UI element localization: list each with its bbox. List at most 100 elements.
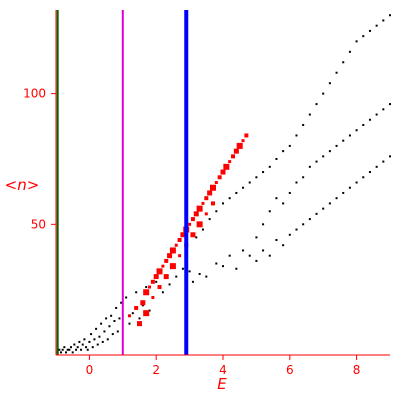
- highlighted-data-point: [196, 221, 203, 228]
- data-point: [106, 338, 109, 341]
- x-tick-label: 2: [152, 363, 160, 377]
- data-point: [135, 291, 138, 294]
- data-point: [198, 272, 201, 275]
- highlighted-data-point: [161, 264, 165, 268]
- data-point: [78, 340, 81, 343]
- x-tick-label: 8: [353, 363, 361, 377]
- highlighted-data-point: [127, 314, 131, 318]
- data-point: [242, 249, 245, 252]
- data-point: [141, 304, 144, 307]
- highlighted-data-point: [223, 163, 230, 170]
- data-point: [315, 160, 318, 163]
- data-point: [375, 165, 378, 168]
- y-tick-label: 100: [23, 87, 46, 101]
- data-point: [215, 262, 218, 265]
- axes: 0 2 4 6 8 50 100: [23, 10, 390, 377]
- data-point: [98, 335, 101, 338]
- data-point: [275, 197, 278, 200]
- data-point: [362, 176, 365, 179]
- data-point: [282, 244, 285, 247]
- highlighted-data-point: [204, 196, 209, 201]
- data-point: [116, 330, 119, 333]
- data-point: [66, 348, 69, 351]
- highlighted-data-point: [241, 139, 245, 143]
- data-point: [81, 343, 84, 346]
- highlighted-data-point: [174, 243, 178, 247]
- data-point: [342, 191, 345, 194]
- data-point: [315, 212, 318, 215]
- data-point: [120, 301, 123, 304]
- data-point: [295, 181, 298, 184]
- highlighted-data-point: [228, 160, 232, 164]
- highlighted-data-point: [148, 285, 152, 289]
- data-point: [60, 351, 63, 354]
- data-point: [328, 82, 331, 85]
- highlighted-data-point: [156, 268, 163, 275]
- data-point: [76, 346, 79, 349]
- data-point: [268, 165, 271, 168]
- data-point: [105, 317, 108, 320]
- highlighted-data-point: [167, 253, 173, 259]
- data-point: [355, 40, 358, 43]
- data-point: [268, 210, 271, 213]
- highlighted-data-point: [210, 201, 215, 206]
- data-point: [275, 239, 278, 241]
- highlighted-data-point: [151, 296, 155, 299]
- highlighted-data-point: [157, 285, 162, 290]
- x-tick-label: 6: [286, 363, 294, 377]
- data-point: [348, 186, 351, 189]
- data-point: [131, 312, 134, 315]
- data-point: [108, 325, 111, 328]
- data-point: [382, 160, 385, 163]
- data-point: [368, 118, 371, 121]
- data-point: [138, 317, 141, 320]
- x-axis-title: E: [217, 375, 227, 393]
- data-point: [125, 296, 128, 299]
- data-point: [368, 171, 371, 174]
- data-point: [335, 197, 338, 200]
- data-point: [335, 144, 338, 147]
- highlighted-data-point: [190, 217, 195, 222]
- highlighted-data-point: [233, 148, 239, 154]
- highlighted-data-point: [143, 310, 150, 317]
- data-point: [308, 218, 311, 221]
- data-point: [181, 267, 184, 270]
- data-point: [255, 236, 258, 239]
- data-point: [100, 322, 103, 325]
- data-point: [308, 113, 311, 116]
- highlighted-data-point: [217, 175, 222, 180]
- data-point: [71, 351, 74, 354]
- background-points: [56, 14, 391, 354]
- highlighted-data-point: [244, 133, 249, 138]
- data-point: [375, 24, 378, 27]
- vertical-reference-lines: [56, 10, 189, 355]
- data-point: [201, 228, 204, 231]
- data-point: [235, 267, 238, 270]
- highlighted-data-point: [204, 212, 208, 216]
- highlighted-data-point: [177, 238, 182, 242]
- highlighted-points: [127, 133, 249, 327]
- highlighted-data-point: [231, 154, 236, 159]
- data-point: [255, 259, 258, 262]
- data-point: [228, 197, 231, 200]
- data-point: [208, 218, 211, 221]
- data-point: [382, 19, 385, 22]
- data-point: [86, 348, 89, 351]
- data-point: [175, 275, 178, 278]
- data-point: [328, 202, 331, 205]
- data-point: [295, 228, 298, 231]
- highlighted-data-point: [164, 258, 169, 263]
- data-point: [70, 346, 73, 349]
- data-point: [348, 50, 351, 53]
- highlighted-data-point: [188, 222, 192, 226]
- highlighted-data-point: [201, 201, 205, 205]
- data-point: [262, 223, 265, 226]
- data-point: [113, 320, 116, 323]
- data-point: [288, 191, 291, 194]
- data-point: [382, 108, 385, 111]
- data-point: [103, 330, 106, 333]
- y-tick-label: 50: [31, 217, 46, 231]
- data-point: [235, 191, 238, 194]
- data-point: [161, 291, 164, 294]
